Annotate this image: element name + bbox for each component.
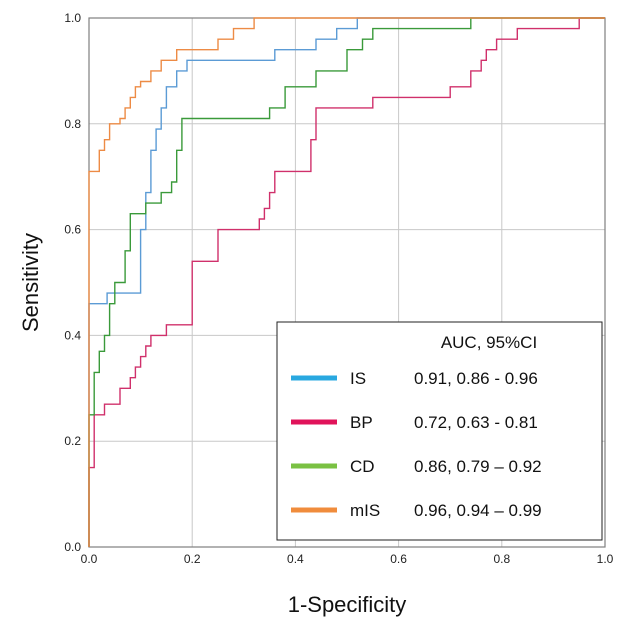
x-tick-label: 0.2 bbox=[184, 552, 201, 566]
x-axis-ticks: 0.0 0.2 0.4 0.6 0.8 1.0 bbox=[81, 552, 614, 566]
y-axis-ticks: 0.0 0.2 0.4 0.6 0.8 1.0 bbox=[64, 11, 81, 554]
series-line-mis bbox=[88, 17, 605, 547]
legend-auc-value: 0.72, 0.63 - 0.81 bbox=[414, 413, 538, 432]
series-line-bp bbox=[88, 17, 605, 547]
x-axis-label: 1-Specificity bbox=[288, 592, 407, 617]
y-axis-label: Sensitivity bbox=[18, 233, 43, 332]
y-tick-label: 1.0 bbox=[64, 11, 81, 25]
legend-label: BP bbox=[350, 413, 373, 432]
y-tick-label: 0.6 bbox=[64, 223, 81, 237]
y-tick-label: 0.8 bbox=[64, 117, 81, 131]
legend-header: AUC, 95%CI bbox=[441, 333, 537, 352]
y-tick-label: 0.2 bbox=[64, 434, 81, 448]
legend-auc-value: 0.91, 0.86 - 0.96 bbox=[414, 369, 538, 388]
legend-label: IS bbox=[350, 369, 366, 388]
legend-auc-value: 0.86, 0.79 – 0.92 bbox=[414, 457, 542, 476]
legend-auc-value: 0.96, 0.94 – 0.99 bbox=[414, 501, 542, 520]
series-lines bbox=[88, 17, 605, 547]
x-tick-label: 1.0 bbox=[597, 552, 614, 566]
legend: AUC, 95%CI IS 0.91, 0.86 - 0.96 BP 0.72, 0.… bbox=[276, 321, 603, 541]
y-tick-label: 0.4 bbox=[64, 328, 81, 342]
x-tick-label: 0.8 bbox=[493, 552, 510, 566]
series-line-is bbox=[88, 17, 605, 547]
series-line-cd bbox=[88, 17, 605, 547]
y-tick-label: 0.0 bbox=[64, 540, 81, 554]
x-tick-label: 0.4 bbox=[287, 552, 304, 566]
legend-box bbox=[276, 321, 603, 541]
legend-label: mIS bbox=[350, 501, 380, 520]
x-tick-label: 0.0 bbox=[81, 552, 98, 566]
legend-label: CD bbox=[350, 457, 375, 476]
x-tick-label: 0.6 bbox=[390, 552, 407, 566]
